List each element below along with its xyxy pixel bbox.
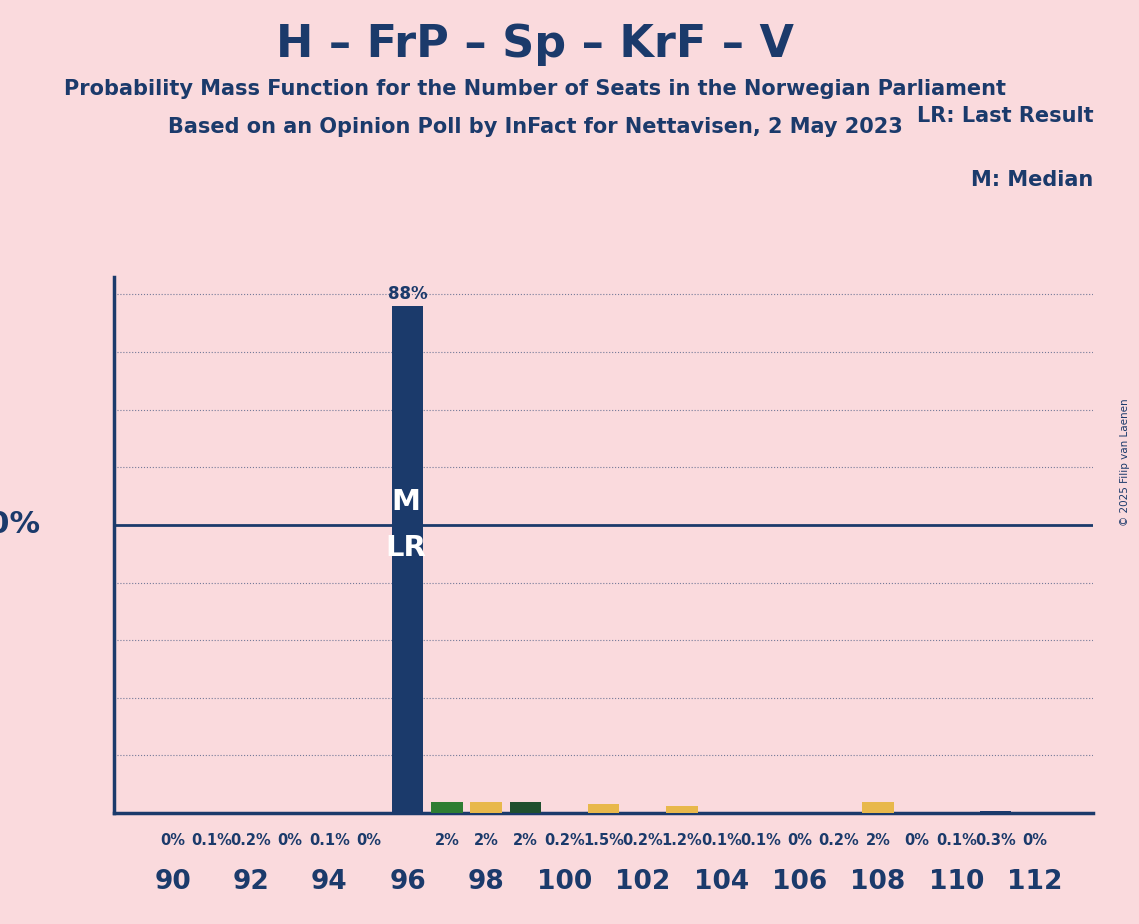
Text: M: Median: M: Median — [972, 170, 1093, 190]
Text: 2%: 2% — [513, 833, 538, 848]
Text: 0.1%: 0.1% — [191, 833, 232, 848]
Text: 0%: 0% — [278, 833, 303, 848]
Text: 0%: 0% — [904, 833, 929, 848]
Bar — [392, 306, 424, 813]
Text: 0.2%: 0.2% — [623, 833, 663, 848]
Text: M: M — [392, 489, 420, 517]
Text: Based on an Opinion Poll by InFact for Nettavisen, 2 May 2023: Based on an Opinion Poll by InFact for N… — [167, 117, 903, 138]
Text: 0.2%: 0.2% — [231, 833, 271, 848]
Text: 1.2%: 1.2% — [662, 833, 703, 848]
Bar — [823, 812, 854, 813]
Bar — [236, 812, 267, 813]
Bar — [666, 807, 698, 813]
Text: 0%: 0% — [787, 833, 812, 848]
Text: LR: Last Result: LR: Last Result — [917, 105, 1093, 126]
Bar — [470, 802, 502, 813]
Text: 50%: 50% — [0, 510, 41, 540]
Text: LR: LR — [385, 534, 426, 562]
Bar — [432, 802, 462, 813]
Text: H – FrP – Sp – KrF – V: H – FrP – Sp – KrF – V — [277, 23, 794, 67]
Text: 0.1%: 0.1% — [309, 833, 350, 848]
Bar — [980, 811, 1011, 813]
Text: 0.2%: 0.2% — [544, 833, 584, 848]
Text: © 2025 Filip van Laenen: © 2025 Filip van Laenen — [1121, 398, 1130, 526]
Text: Probability Mass Function for the Number of Seats in the Norwegian Parliament: Probability Mass Function for the Number… — [64, 79, 1007, 99]
Bar — [628, 812, 658, 813]
Bar — [509, 802, 541, 813]
Text: 0.2%: 0.2% — [819, 833, 859, 848]
Text: 2%: 2% — [866, 833, 891, 848]
Text: 88%: 88% — [388, 286, 427, 303]
Text: 0.1%: 0.1% — [936, 833, 977, 848]
Text: 0%: 0% — [1022, 833, 1047, 848]
Text: 0%: 0% — [357, 833, 382, 848]
Text: 2%: 2% — [474, 833, 499, 848]
Bar — [588, 805, 620, 813]
Text: 1.5%: 1.5% — [583, 833, 624, 848]
Text: 0%: 0% — [161, 833, 186, 848]
Text: 2%: 2% — [434, 833, 459, 848]
Bar — [862, 802, 894, 813]
Text: 0.3%: 0.3% — [975, 833, 1016, 848]
Text: 0.1%: 0.1% — [740, 833, 781, 848]
Bar — [549, 812, 580, 813]
Text: 0.1%: 0.1% — [700, 833, 741, 848]
